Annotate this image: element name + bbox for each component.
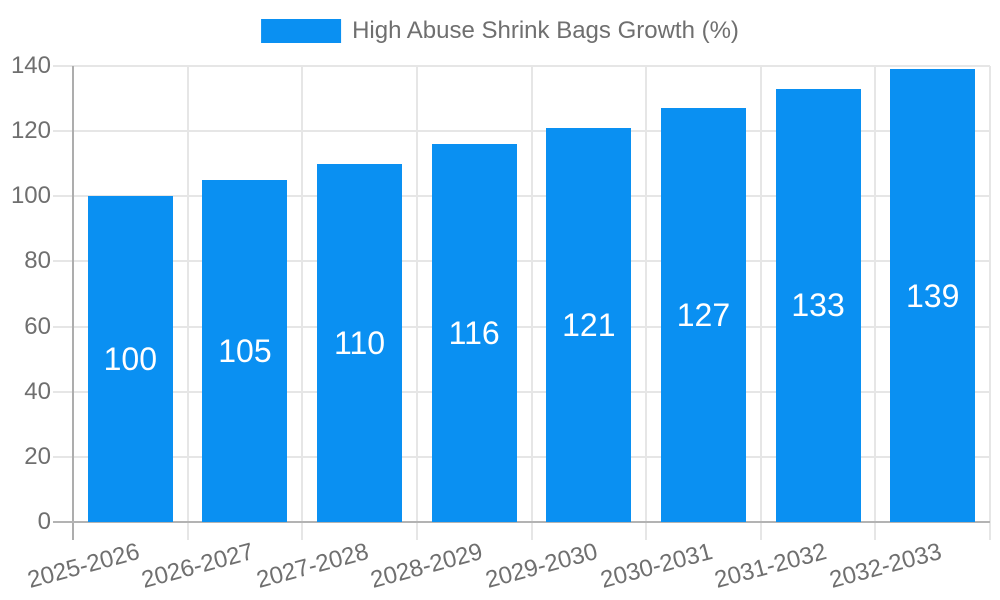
y-gridline <box>53 455 990 458</box>
x-axis-tick-label: 2026-2027 <box>138 538 257 594</box>
y-axis-tick-label: 0 <box>37 508 51 535</box>
y-axis-tick-label: 140 <box>10 52 51 79</box>
x-axis-tick-label: 2025-2026 <box>24 538 143 594</box>
y-axis-tick-label: 100 <box>10 182 51 210</box>
y-gridline <box>53 130 990 133</box>
bar[interactable] <box>775 88 861 522</box>
category-gridline <box>759 66 762 540</box>
y-axis-tick-label: 60 <box>24 312 51 340</box>
category-gridline <box>301 66 304 540</box>
bar-value-label: 116 <box>448 315 500 352</box>
x-axis-tick-label: 2027-2028 <box>253 538 372 594</box>
legend[interactable]: High Abuse Shrink Bags Growth (%) <box>261 19 739 43</box>
bar-value-label: 121 <box>562 306 616 343</box>
category-gridline <box>530 66 533 540</box>
bar[interactable] <box>546 127 632 522</box>
bar-value-label: 110 <box>334 324 386 361</box>
y-gridline <box>53 195 990 198</box>
bar-value-label: 100 <box>103 341 158 378</box>
legend-label: High Abuse Shrink Bags Growth (%) <box>352 17 739 44</box>
y-axis-tick-label: 20 <box>24 442 51 470</box>
bar-value-label: 105 <box>218 333 272 369</box>
x-axis-tick-label: 2029-2030 <box>482 538 601 594</box>
y-gridline <box>53 65 990 67</box>
y-axis-tick-label: 80 <box>24 247 51 275</box>
y-axis-line <box>72 66 74 540</box>
y-gridline <box>53 325 990 328</box>
bar[interactable] <box>317 163 403 522</box>
category-gridline <box>415 66 418 540</box>
y-axis-tick-label: 40 <box>24 377 51 405</box>
x-axis-tick-label: 2030-2031 <box>597 538 716 594</box>
x-axis-tick-label: 2032-2033 <box>826 538 945 594</box>
bar[interactable] <box>660 108 746 522</box>
bar[interactable] <box>890 69 976 522</box>
category-gridline <box>186 66 189 540</box>
y-axis-tick-label: 120 <box>10 117 51 145</box>
legend-swatch <box>261 19 342 43</box>
y-gridline <box>53 260 990 263</box>
bar[interactable] <box>431 144 517 522</box>
x-axis-line <box>53 521 990 523</box>
category-gridline <box>645 66 648 540</box>
category-gridline <box>989 66 991 540</box>
x-axis-tick-label: 2028-2029 <box>368 538 486 594</box>
bar-value-label: 133 <box>791 287 845 324</box>
y-gridline <box>53 390 990 393</box>
bar-value-label: 127 <box>676 297 731 334</box>
bar[interactable] <box>202 180 288 522</box>
bar[interactable] <box>87 196 173 522</box>
category-gridline <box>874 66 877 540</box>
x-axis-tick-label: 2031-2032 <box>711 538 830 594</box>
bar-value-label: 139 <box>905 277 960 314</box>
